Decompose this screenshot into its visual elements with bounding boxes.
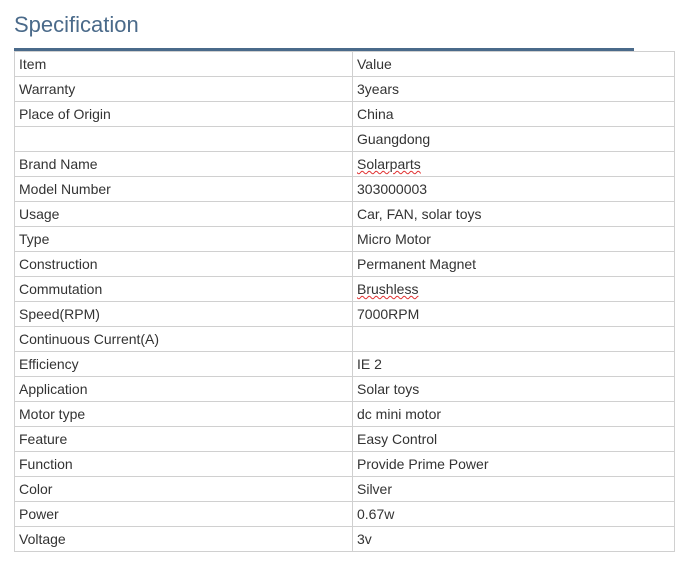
cell-value: Permanent Magnet [353,252,675,277]
cell-value: Car, FAN, solar toys [353,202,675,227]
cell-item: Voltage [15,527,353,552]
table-row: ColorSilver [15,477,675,502]
cell-value: China [353,102,675,127]
table-row: Voltage3v [15,527,675,552]
cell-item: Item [15,52,353,77]
cell-item: Color [15,477,353,502]
cell-value: IE 2 [353,352,675,377]
specification-table: ItemValueWarranty3yearsPlace of OriginCh… [14,51,675,552]
cell-item: Warranty [15,77,353,102]
table-row: Speed(RPM)7000RPM [15,302,675,327]
cell-value: 303000003 [353,177,675,202]
cell-item: Commutation [15,277,353,302]
cell-item: Model Number [15,177,353,202]
cell-value: Provide Prime Power [353,452,675,477]
table-row: Brand NameSolarparts [15,152,675,177]
cell-item: Function [15,452,353,477]
cell-value: Micro Motor [353,227,675,252]
cell-value: 7000RPM [353,302,675,327]
cell-value: Easy Control [353,427,675,452]
table-row: Continuous Current(A) [15,327,675,352]
table-row: ApplicationSolar toys [15,377,675,402]
table-row: ItemValue [15,52,675,77]
table-row: Place of OriginChina [15,102,675,127]
cell-value: Brushless [353,277,675,302]
cell-item: Continuous Current(A) [15,327,353,352]
cell-value: 3years [353,77,675,102]
table-row: ConstructionPermanent Magnet [15,252,675,277]
cell-item: Construction [15,252,353,277]
cell-item: Power [15,502,353,527]
cell-item [15,127,353,152]
table-row: Warranty3years [15,77,675,102]
cell-item: Usage [15,202,353,227]
cell-item: Type [15,227,353,252]
cell-item: Speed(RPM) [15,302,353,327]
table-row: FunctionProvide Prime Power [15,452,675,477]
cell-item: Efficiency [15,352,353,377]
table-row: Power0.67w [15,502,675,527]
cell-item: Brand Name [15,152,353,177]
section-heading: Specification [14,12,679,38]
cell-value: Solarparts [353,152,675,177]
table-row: EfficiencyIE 2 [15,352,675,377]
cell-item: Motor type [15,402,353,427]
table-row: FeatureEasy Control [15,427,675,452]
cell-value: Solar toys [353,377,675,402]
table-row: TypeMicro Motor [15,227,675,252]
table-row: UsageCar, FAN, solar toys [15,202,675,227]
table-row: CommutationBrushless [15,277,675,302]
cell-value: Value [353,52,675,77]
table-row: Model Number303000003 [15,177,675,202]
cell-value: dc mini motor [353,402,675,427]
cell-item: Place of Origin [15,102,353,127]
cell-item: Feature [15,427,353,452]
cell-value [353,327,675,352]
cell-item: Application [15,377,353,402]
table-row: Motor typedc mini motor [15,402,675,427]
table-row: Guangdong [15,127,675,152]
cell-value: Guangdong [353,127,675,152]
cell-value: 3v [353,527,675,552]
cell-value: Silver [353,477,675,502]
cell-value: 0.67w [353,502,675,527]
